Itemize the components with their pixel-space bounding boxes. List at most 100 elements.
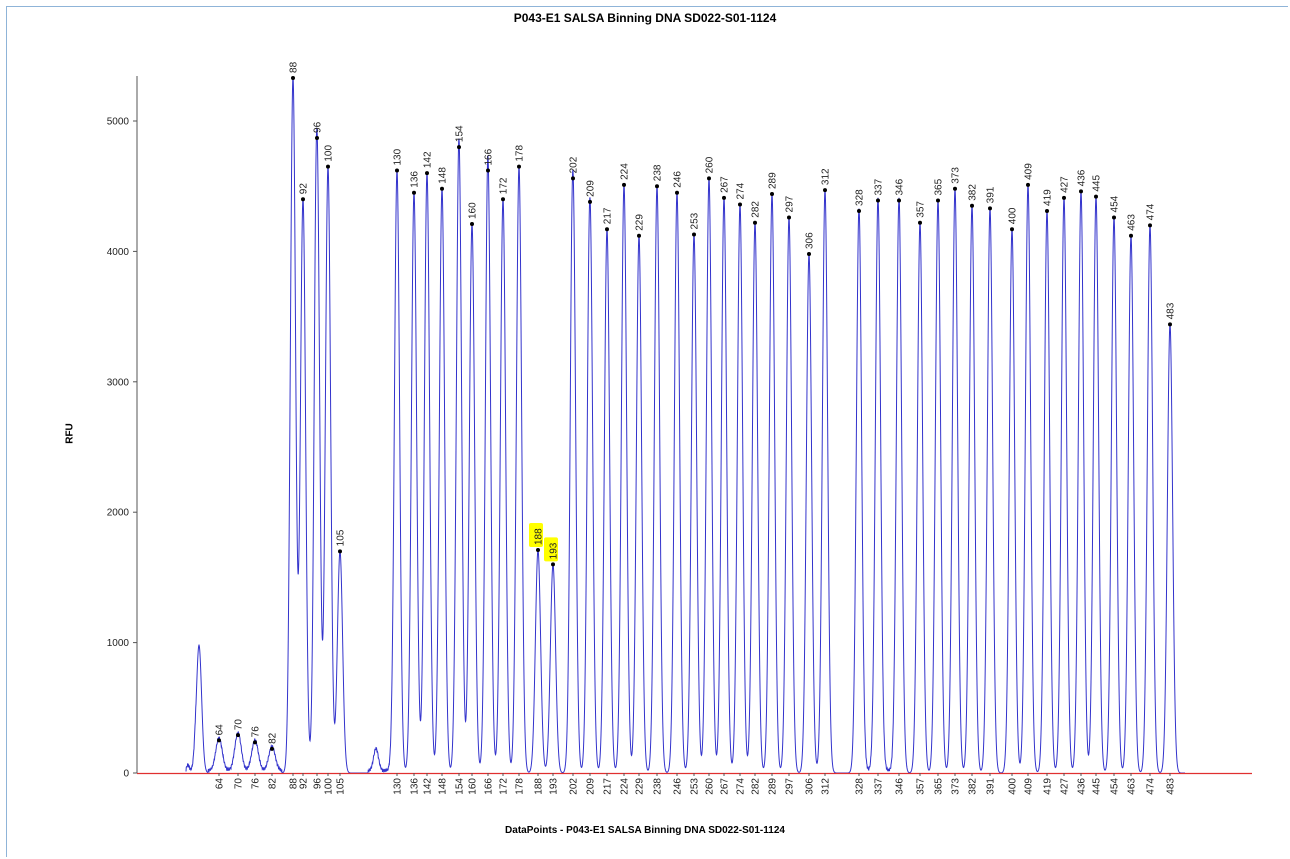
x-tick-label: 328 (855, 778, 866, 795)
peak-label[interactable]: 328 (855, 189, 866, 206)
peak-marker (501, 197, 505, 202)
peak-marker (486, 168, 490, 173)
peak-label[interactable]: 306 (805, 232, 816, 249)
peak-label[interactable]: 260 (705, 156, 716, 173)
peak-label[interactable]: 463 (1127, 214, 1138, 231)
x-tick-label: 100 (324, 778, 335, 795)
x-tick-label: 217 (603, 778, 614, 795)
y-axis: 0 1000 2000 3000 4000 5000 (107, 76, 138, 780)
peak-label[interactable]: 445 (1092, 175, 1103, 192)
peak-label[interactable]: 337 (874, 178, 885, 195)
peak-marker (291, 75, 295, 80)
peak-marker (622, 182, 626, 187)
peak-label[interactable]: 346 (895, 178, 906, 195)
peak-label[interactable]: 172 (499, 177, 510, 194)
y-tick-label: 0 (123, 769, 129, 780)
peak-label[interactable]: 100 (324, 145, 335, 162)
x-tick-label: 209 (586, 778, 597, 795)
peak-label[interactable]: 246 (673, 171, 684, 188)
peak-label[interactable]: 224 (620, 163, 631, 180)
x-tick-label: 427 (1060, 778, 1071, 795)
peak-marker (655, 184, 659, 189)
peak-label[interactable]: 274 (736, 182, 747, 199)
peak-label[interactable]: 312 (821, 168, 832, 185)
peak-label[interactable]: 88 (289, 61, 300, 73)
peak-label[interactable]: 238 (653, 164, 664, 181)
peak-label[interactable]: 76 (251, 726, 262, 738)
y-tick-label: 2000 (107, 508, 130, 519)
peak-label[interactable]: 373 (951, 167, 962, 184)
peak-label[interactable]: 105 (336, 529, 347, 546)
x-tick-label: 96 (313, 778, 324, 790)
peak-label[interactable]: 400 (1008, 207, 1019, 224)
peak-label[interactable]: 391 (986, 186, 997, 203)
peak-label[interactable]: 178 (515, 145, 526, 162)
peak-marker (301, 197, 305, 202)
peak-label[interactable]: 202 (569, 156, 580, 173)
peak-marker (1094, 194, 1098, 199)
peak-label[interactable]: 166 (484, 148, 495, 165)
peak-label[interactable]: 427 (1060, 176, 1071, 193)
x-tick-label: 297 (785, 778, 796, 795)
peak-marker (605, 227, 609, 232)
peak-label[interactable]: 357 (916, 201, 927, 218)
peak-label[interactable]: 229 (635, 214, 646, 231)
peak-marker (1010, 227, 1014, 232)
peak-marker (753, 220, 757, 225)
peak-label[interactable]: 483 (1166, 302, 1177, 319)
y-tick-label: 5000 (107, 117, 130, 128)
peak-label[interactable]: 64 (215, 724, 226, 736)
x-tick-label: 357 (916, 778, 927, 795)
x-tick-label: 474 (1146, 778, 1157, 795)
peak-label[interactable]: 209 (586, 180, 597, 197)
x-tick-label: 178 (515, 778, 526, 795)
peak-label[interactable]: 474 (1146, 203, 1157, 220)
peak-label[interactable]: 419 (1043, 189, 1054, 206)
x-tick-label: 193 (549, 778, 560, 795)
x-tick-label: 238 (653, 778, 664, 795)
peak-label[interactable]: 130 (393, 148, 404, 165)
peak-label[interactable]: 154 (455, 125, 466, 142)
x-tick-label: 70 (234, 778, 245, 790)
peak-label[interactable]: 282 (751, 201, 762, 218)
peak-label[interactable]: 193 (549, 542, 560, 559)
peak-label[interactable]: 289 (768, 172, 779, 189)
peak-label[interactable]: 253 (690, 212, 701, 229)
peak-marker (857, 208, 861, 213)
x-tick-label: 312 (821, 778, 832, 795)
peak-label[interactable]: 454 (1110, 195, 1121, 212)
x-tick-label: 306 (805, 778, 816, 795)
peak-label[interactable]: 142 (423, 151, 434, 168)
peak-label[interactable]: 365 (934, 178, 945, 195)
x-tick-label: 454 (1110, 778, 1121, 795)
peak-label[interactable]: 148 (438, 167, 449, 184)
peak-label[interactable]: 297 (785, 195, 796, 212)
x-tick-label: 436 (1077, 778, 1088, 795)
peak-label[interactable]: 409 (1024, 163, 1035, 180)
y-tick-label: 4000 (107, 247, 130, 258)
peak-label[interactable]: 70 (234, 719, 245, 731)
peak-marker (876, 198, 880, 203)
peak-marker (936, 198, 940, 203)
x-tick-label: 148 (438, 778, 449, 795)
chart-title: P043-E1 SALSA Binning DNA SD022-S01-1124 (513, 11, 777, 25)
peak-label[interactable]: 82 (268, 732, 279, 744)
peak-label[interactable]: 92 (299, 183, 310, 195)
peak-label[interactable]: 188 (534, 528, 545, 545)
peak-label[interactable]: 96 (313, 121, 324, 133)
peak-label[interactable]: 436 (1077, 169, 1088, 186)
x-tick-label: 409 (1024, 778, 1035, 795)
peak-marker (953, 186, 957, 191)
x-tick-label: 346 (895, 778, 906, 795)
peak-label[interactable]: 160 (468, 202, 479, 219)
x-tick-label: 289 (768, 778, 779, 795)
x-tick-label: 82 (268, 778, 279, 790)
peak-label[interactable]: 217 (603, 207, 614, 224)
x-tick-label: 229 (635, 778, 646, 795)
peak-label[interactable]: 267 (720, 176, 731, 193)
peak-marker (338, 549, 342, 554)
x-tick-label: 202 (569, 778, 580, 795)
peak-label[interactable]: 136 (410, 171, 421, 188)
peak-label[interactable]: 382 (968, 184, 979, 201)
